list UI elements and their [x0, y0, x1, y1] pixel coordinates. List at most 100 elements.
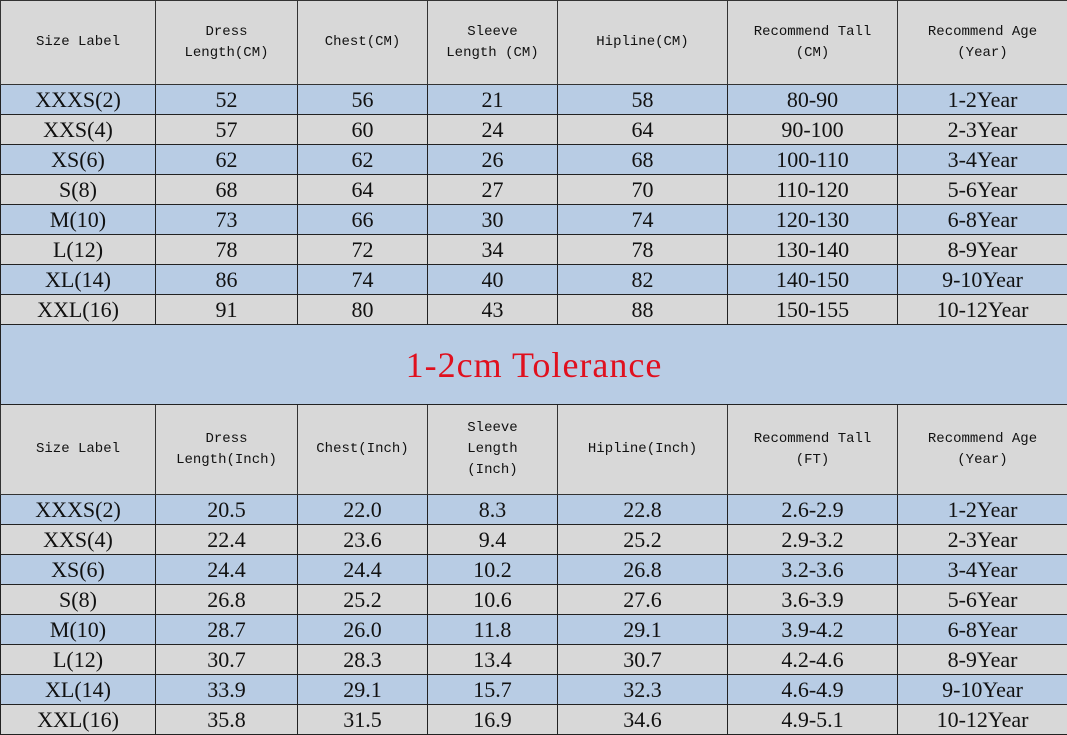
table-cell: 80: [297, 294, 428, 325]
column-header: Dress Length(Inch): [155, 404, 298, 495]
table-cell: 3.6-3.9: [727, 584, 898, 615]
column-header: Hipline(CM): [557, 0, 728, 85]
column-header: Hipline(Inch): [557, 404, 728, 495]
size-label-cell: M(10): [0, 204, 156, 235]
size-label-cell: XXS(4): [0, 524, 156, 555]
table-row: XXS(4) 57 60 24 64 90-100 2-3Year: [0, 114, 1067, 145]
size-label-cell: XXL(16): [0, 704, 156, 735]
table-cell: 10.2: [427, 554, 558, 585]
table-cell: 130-140: [727, 234, 898, 265]
table-cell: 60: [297, 114, 428, 145]
table-cell: 10-12Year: [897, 704, 1067, 735]
table-cell: 26: [427, 144, 558, 175]
table-row: XXXS(2) 52 56 21 58 80-90 1-2Year: [0, 84, 1067, 115]
table-cell: 4.6-4.9: [727, 674, 898, 705]
table-row: L(12) 78 72 34 78 130-140 8-9Year: [0, 234, 1067, 265]
table-cell: 68: [557, 144, 728, 175]
size-label-cell: XS(6): [0, 144, 156, 175]
table-cell: 6-8Year: [897, 204, 1067, 235]
table-cell: 3.9-4.2: [727, 614, 898, 645]
table-cell: 34.6: [557, 704, 728, 735]
table-cell: 100-110: [727, 144, 898, 175]
table-cell: 150-155: [727, 294, 898, 325]
table-row: M(10) 28.7 26.0 11.8 29.1 3.9-4.2 6-8Year: [0, 614, 1067, 645]
table-cell: 2-3Year: [897, 524, 1067, 555]
table-cell: 32.3: [557, 674, 728, 705]
table-cell: 1-2Year: [897, 494, 1067, 525]
table-cell: 26.0: [297, 614, 428, 645]
table-row: XXS(4) 22.4 23.6 9.4 25.2 2.9-3.2 2-3Year: [0, 524, 1067, 555]
column-header: Size Label: [0, 0, 156, 85]
table-cell: 21: [427, 84, 558, 115]
size-label-cell: XXS(4): [0, 114, 156, 145]
column-header: Recommend Age (Year): [897, 0, 1067, 85]
table-cell: 58: [557, 84, 728, 115]
table-cell: 35.8: [155, 704, 298, 735]
table-cell: 28.7: [155, 614, 298, 645]
column-header: Recommend Age (Year): [897, 404, 1067, 495]
table-cell: 62: [155, 144, 298, 175]
table-cell: 5-6Year: [897, 584, 1067, 615]
table-cell: 10-12Year: [897, 294, 1067, 325]
table-cell: 26.8: [557, 554, 728, 585]
table-cell: 56: [297, 84, 428, 115]
table-cell: 57: [155, 114, 298, 145]
table-row: M(10) 73 66 30 74 120-130 6-8Year: [0, 204, 1067, 235]
column-header: Recommend Tall (FT): [727, 404, 898, 495]
size-label-cell: XL(14): [0, 264, 156, 295]
table-cell: 9-10Year: [897, 674, 1067, 705]
table-cell: 6-8Year: [897, 614, 1067, 645]
size-label-cell: XS(6): [0, 554, 156, 585]
table-cell: 110-120: [727, 174, 898, 205]
table-cell: 3-4Year: [897, 144, 1067, 175]
table-row: XXL(16) 91 80 43 88 150-155 10-12Year: [0, 294, 1067, 325]
table-cell: 15.7: [427, 674, 558, 705]
table-row: S(8) 26.8 25.2 10.6 27.6 3.6-3.9 5-6Year: [0, 584, 1067, 615]
size-label-cell: XL(14): [0, 674, 156, 705]
table-row: XXL(16) 35.8 31.5 16.9 34.6 4.9-5.1 10-12Year: [0, 704, 1067, 735]
tolerance-row: 1-2cm Tolerance: [0, 324, 1067, 405]
table-cell: 120-130: [727, 204, 898, 235]
table-cell: 91: [155, 294, 298, 325]
size-label-cell: XXXS(2): [0, 494, 156, 525]
table-cell: 24.4: [297, 554, 428, 585]
cm-table: Size Label Dress Length(CM) Chest(CM) Sleev…: [0, 0, 1067, 325]
table-cell: 82: [557, 264, 728, 295]
column-header: Dress Length(CM): [155, 0, 298, 85]
table-cell: 30.7: [155, 644, 298, 675]
table-cell: 25.2: [557, 524, 728, 555]
table-cell: 22.8: [557, 494, 728, 525]
table-cell: 8-9Year: [897, 234, 1067, 265]
column-header: Chest(CM): [297, 0, 428, 85]
table-cell: 9-10Year: [897, 264, 1067, 295]
table-cell: 88: [557, 294, 728, 325]
table-cell: 22.4: [155, 524, 298, 555]
table-cell: 64: [557, 114, 728, 145]
table-cell: 2.9-3.2: [727, 524, 898, 555]
table-cell: 23.6: [297, 524, 428, 555]
table-cell: 40: [427, 264, 558, 295]
column-header: Chest(Inch): [297, 404, 428, 495]
tolerance-section: 1-2cm Tolerance: [0, 324, 1067, 405]
column-header: Sleeve Length (Inch): [427, 404, 558, 495]
table-cell: 30: [427, 204, 558, 235]
table-row: XXXS(2) 20.5 22.0 8.3 22.8 2.6-2.9 1-2Year: [0, 494, 1067, 525]
table-cell: 78: [557, 234, 728, 265]
size-label-cell: L(12): [0, 644, 156, 675]
table-cell: 66: [297, 204, 428, 235]
table-row: XS(6) 24.4 24.4 10.2 26.8 3.2-3.6 3-4Year: [0, 554, 1067, 585]
table-cell: 11.8: [427, 614, 558, 645]
table-cell: 10.6: [427, 584, 558, 615]
table-cell: 9.4: [427, 524, 558, 555]
table-cell: 73: [155, 204, 298, 235]
table-cell: 13.4: [427, 644, 558, 675]
size-label-cell: XXXS(2): [0, 84, 156, 115]
column-header: Size Label: [0, 404, 156, 495]
table-cell: 2.6-2.9: [727, 494, 898, 525]
table-cell: 31.5: [297, 704, 428, 735]
table-cell: 26.8: [155, 584, 298, 615]
table-cell: 62: [297, 144, 428, 175]
table-cell: 52: [155, 84, 298, 115]
table-cell: 27.6: [557, 584, 728, 615]
